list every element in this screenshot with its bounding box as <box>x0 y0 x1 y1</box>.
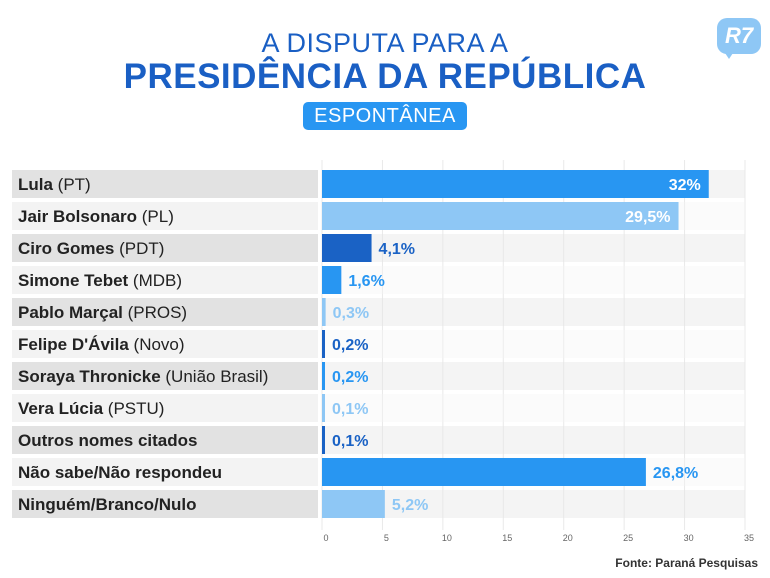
bar <box>322 362 325 390</box>
row-plot-background <box>322 266 745 294</box>
chart-row: Felipe D'Ávila (Novo) 0,2% <box>12 330 745 358</box>
category-party: (MDB) <box>128 271 182 290</box>
row-plot-background <box>322 330 745 358</box>
row-label-background <box>12 458 318 486</box>
row-label-background <box>12 202 318 230</box>
category-party: (PT) <box>53 175 91 194</box>
category-label: Vera Lúcia (PSTU) <box>18 399 164 418</box>
category-label: Ninguém/Branco/Nulo <box>18 495 197 514</box>
chart-row: Ciro Gomes (PDT) 4,1% <box>12 234 745 262</box>
tick-label: 10 <box>442 533 452 543</box>
category-party: (PSTU) <box>103 399 164 418</box>
bar <box>322 394 325 422</box>
tick-label: 30 <box>684 533 694 543</box>
tick-label: 20 <box>563 533 573 543</box>
chart-title-line1: A DISPUTA PARA A <box>261 28 509 58</box>
chart-row: Vera Lúcia (PSTU) 0,1% <box>12 394 745 422</box>
category-name: Lula <box>18 175 53 194</box>
category-label: Lula (PT) <box>18 175 91 194</box>
category-name: Ninguém/Branco/Nulo <box>18 495 197 514</box>
category-name: Pablo Marçal <box>18 303 123 322</box>
category-label: Outros nomes citados <box>18 431 197 450</box>
category-name: Não sabe/Não respondeu <box>18 463 222 482</box>
bar <box>322 266 342 294</box>
row-label-background <box>12 298 318 326</box>
chart-row: Outros nomes citados 0,1% <box>12 426 745 454</box>
category-party: (União Brasil) <box>161 367 269 386</box>
value-label: 1,6% <box>348 273 384 290</box>
category-name: Soraya Thronicke <box>18 367 161 386</box>
row-plot-background <box>322 234 745 262</box>
value-label: 0,3% <box>333 305 369 322</box>
bar <box>322 330 325 358</box>
chart-row: Simone Tebet (MDB) 1,6% <box>12 266 745 294</box>
row-label-background <box>12 330 318 358</box>
source-note: Fonte: Paraná Pesquisas <box>615 556 758 570</box>
bar <box>322 490 385 518</box>
category-label: Pablo Marçal (PROS) <box>18 303 187 322</box>
category-name: Outros nomes citados <box>18 431 197 450</box>
category-label: Jair Bolsonaro (PL) <box>18 207 174 226</box>
value-label: 0,2% <box>332 369 368 386</box>
bar <box>322 170 709 198</box>
category-party: (PROS) <box>123 303 187 322</box>
value-label: 5,2% <box>392 497 428 514</box>
chart-row: Não sabe/Não respondeu 26,8% <box>12 458 745 486</box>
category-party: (Novo) <box>129 335 185 354</box>
tick-label: 0 <box>323 533 328 543</box>
bar <box>322 234 372 262</box>
category-party: (PDT) <box>114 239 164 258</box>
tick-label: 35 <box>744 533 754 543</box>
category-label: Soraya Thronicke (União Brasil) <box>18 367 268 386</box>
row-plot-background <box>322 298 745 326</box>
value-label: 29,5% <box>625 209 670 226</box>
bar <box>322 458 646 486</box>
tick-label: 25 <box>623 533 633 543</box>
row-label-background <box>12 234 318 262</box>
row-plot-background <box>322 362 745 390</box>
chart-row: Ninguém/Branco/Nulo 5,2% <box>12 490 745 518</box>
category-label: Ciro Gomes (PDT) <box>18 239 164 258</box>
bar <box>322 426 325 454</box>
row-label-background <box>12 426 318 454</box>
value-label: 32% <box>669 177 701 194</box>
category-name: Jair Bolsonaro <box>18 207 137 226</box>
category-name: Felipe D'Ávila <box>18 335 129 354</box>
category-name: Ciro Gomes <box>18 239 114 258</box>
tick-label: 5 <box>384 533 389 543</box>
row-label-background <box>12 170 318 198</box>
category-label: Felipe D'Ávila (Novo) <box>18 335 185 354</box>
category-name: Simone Tebet <box>18 271 129 290</box>
row-label-background <box>12 490 318 518</box>
x-axis-ticks: 0 5 10 15 20 25 30 35 <box>323 533 754 543</box>
chart-row: Pablo Marçal (PROS) 0,3% <box>12 298 745 326</box>
value-label: 0,1% <box>332 433 368 450</box>
category-name: Vera Lúcia <box>18 399 104 418</box>
category-label: Simone Tebet (MDB) <box>18 271 182 290</box>
value-label: 4,1% <box>379 241 415 258</box>
bar-chart: Lula (PT) 32% Jair Bolsonaro (PL) 29,5% Ciro… <box>12 160 754 543</box>
row-plot-background <box>322 426 745 454</box>
row-plot-background <box>322 394 745 422</box>
value-label: 0,2% <box>332 337 368 354</box>
category-label: Não sabe/Não respondeu <box>18 463 222 482</box>
value-label: 26,8% <box>653 465 698 482</box>
bar <box>322 298 326 326</box>
row-label-background <box>12 266 318 294</box>
chart-title-line2: PRESIDÊNCIA DA REPÚBLICA <box>123 57 647 96</box>
value-label: 0,1% <box>332 401 368 418</box>
bar <box>322 202 679 230</box>
r7-logo: R7 <box>717 18 761 54</box>
chart-row: Soraya Thronicke (União Brasil) 0,2% <box>12 362 745 390</box>
survey-type-badge: ESPONTÂNEA <box>303 102 467 130</box>
r7-logo-tail-icon <box>723 50 735 59</box>
row-label-background <box>12 394 318 422</box>
row-plot-background <box>322 490 745 518</box>
chart-rows: Lula (PT) 32% Jair Bolsonaro (PL) 29,5% Ciro… <box>12 170 745 518</box>
chart-row: Jair Bolsonaro (PL) 29,5% <box>12 202 745 230</box>
category-party: (PL) <box>137 207 174 226</box>
chart-row: Lula (PT) 32% <box>12 170 745 198</box>
tick-label: 15 <box>502 533 512 543</box>
row-label-background <box>12 362 318 390</box>
